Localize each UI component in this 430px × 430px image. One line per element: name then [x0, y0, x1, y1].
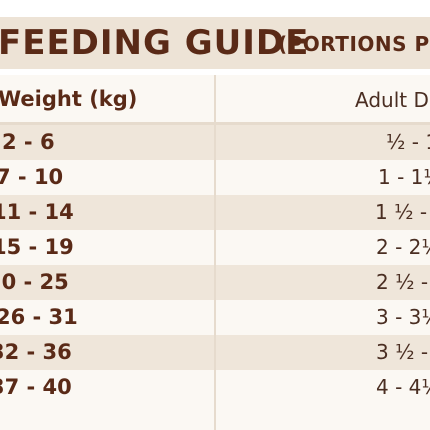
portion-cell: 4 - 4½ — [376, 375, 430, 399]
portion-cell: ½ - 1 — [386, 130, 430, 154]
feeding-table: Weight (kg) Adult D 2 - 6 ½ - 1 7 - 10 1… — [0, 75, 430, 430]
weight-cell: 11 - 14 — [0, 200, 74, 224]
weight-cell: 20 - 25 — [0, 270, 69, 294]
weight-cell: 15 - 19 — [0, 235, 74, 259]
weight-cell: 2 - 6 — [2, 130, 55, 154]
weight-cell: 7 - 10 — [0, 165, 64, 189]
guide-subtitle: (PORTIONS PER — [278, 32, 430, 56]
weight-cell: 32 - 36 — [0, 340, 72, 364]
portion-cell: 3 ½ - 4 — [376, 340, 430, 364]
weight-cell: 37 - 40 — [0, 375, 72, 399]
column-divider — [214, 75, 216, 430]
portion-cell: 1 ½ - 2 — [375, 200, 430, 224]
portion-cell: 2 - 2½ — [376, 235, 430, 259]
portion-cell: 1 - 1½ — [378, 165, 430, 189]
adult-column-header: Adult D — [355, 88, 429, 112]
table-header-row: Weight (kg) Adult D — [0, 75, 430, 122]
guide-title: FEEDING GUIDE — [0, 23, 310, 63]
portion-cell: 2 ½ - 3 — [376, 270, 430, 294]
weight-cell: 26 - 31 — [0, 305, 78, 329]
portion-cell: 3 - 3½ — [376, 305, 430, 329]
title-band: FEEDING GUIDE (PORTIONS PER — [0, 17, 430, 69]
table-row: 2 - 6 ½ - 1 — [0, 125, 430, 160]
weight-column-header: Weight (kg) — [0, 87, 138, 111]
